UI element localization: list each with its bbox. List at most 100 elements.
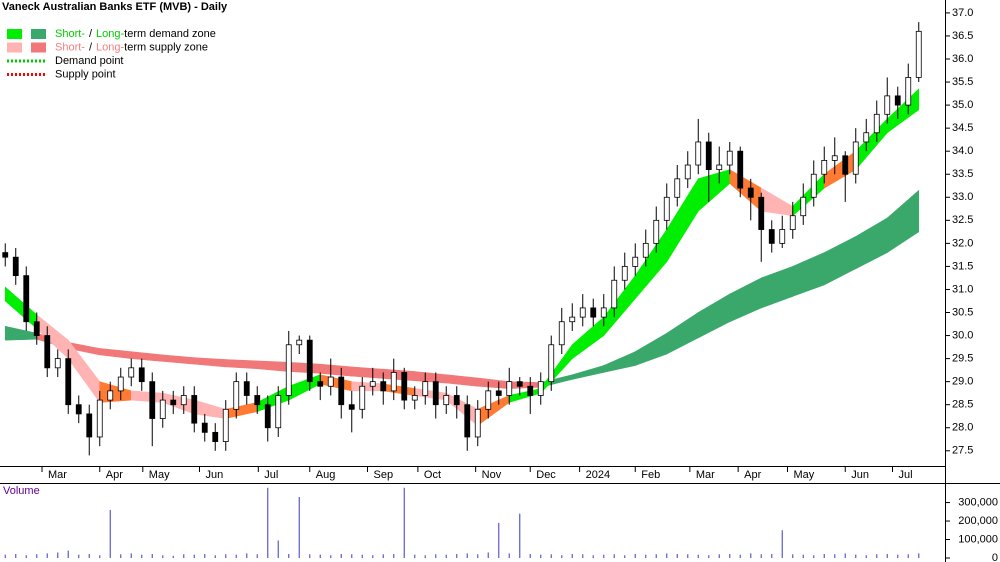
candle-body [495, 390, 502, 396]
candle-body [579, 307, 586, 318]
x-tick-label: Jul [899, 469, 913, 481]
candle-body [23, 275, 30, 323]
volume-title: Volume [3, 485, 40, 497]
chart-title: Vaneck Australian Banks ETF (MVB) - Dail… [2, 1, 228, 13]
y-tick-label: 27.5 [952, 445, 973, 457]
candle-body [548, 344, 555, 383]
y-tick-label: 34.0 [952, 145, 973, 157]
legend-text: Long- [96, 28, 124, 40]
legend: Short- / Long-term demand zone Short- / Long-… [7, 28, 216, 80]
candle-body [527, 385, 534, 396]
y-tick-label: 36.0 [952, 53, 973, 65]
legend-text: / [89, 41, 93, 53]
candle-body [117, 376, 124, 392]
x-tick-label: Mar [48, 469, 67, 481]
candle-body [621, 266, 628, 281]
legend-swatch [7, 29, 22, 39]
candle-body [359, 385, 366, 410]
volume-tick-label: 100,000 [958, 533, 998, 545]
candle-body [632, 256, 639, 267]
candle-body [569, 316, 576, 323]
y-tick-label: 31.5 [952, 260, 973, 272]
candle-body [600, 307, 607, 318]
candle-body [590, 307, 597, 318]
volume-bars [4, 487, 920, 558]
candle-body [2, 252, 9, 258]
candle-body [453, 395, 460, 406]
candle-body [474, 408, 481, 438]
candle-body [338, 376, 345, 406]
candle-body [831, 155, 838, 161]
legend-label: Supply point [55, 68, 116, 80]
candle-body [411, 395, 418, 401]
y-tick-label: 36.5 [952, 30, 973, 42]
y-tick-label: 32.0 [952, 237, 973, 249]
legend-swatch [31, 42, 46, 53]
x-tick-label: Jun [851, 469, 869, 481]
legend-label: Demand point [55, 55, 124, 67]
candle-body [758, 196, 765, 230]
candle-body [443, 395, 450, 406]
x-tick-label: Jul [264, 469, 278, 481]
candle-body [915, 30, 922, 78]
y-tick-label: 29.0 [952, 376, 973, 388]
candle-body [894, 95, 901, 106]
x-tick-label: Jun [206, 469, 224, 481]
legend-text: term supply zone [124, 41, 208, 53]
candle-body [905, 77, 912, 106]
volume-tick-label: 300,000 [958, 496, 998, 508]
y-tick-label: 30.0 [952, 329, 973, 341]
candle-body [149, 381, 156, 419]
candles [2, 22, 922, 456]
candle-body [663, 196, 670, 221]
candle-body [201, 422, 208, 433]
candle-body [558, 321, 565, 346]
candle-body [821, 160, 828, 175]
candle-body [506, 381, 513, 396]
zone-segment [351, 366, 384, 379]
candle-body [96, 399, 103, 438]
x-tick-label: Oct [424, 469, 441, 481]
legend-text: term demand zone [124, 28, 216, 40]
candle-body [107, 390, 114, 401]
candle-body [884, 95, 891, 115]
zone-segment [508, 381, 542, 389]
candle-body [705, 141, 712, 171]
candle-body [75, 404, 82, 415]
candle-body [737, 150, 744, 189]
legend-text: Short- [55, 41, 85, 53]
candle-body [233, 381, 240, 410]
candle-body [54, 358, 61, 369]
candle-body [642, 242, 649, 258]
y-tick-label: 28.0 [952, 422, 973, 434]
x-tick-label: Apr [106, 469, 123, 481]
x-tick-label: Sep [374, 469, 394, 481]
x-tick-label: Dec [536, 469, 556, 481]
candle-body [170, 399, 177, 406]
candle-body [422, 381, 429, 396]
candle-body [191, 395, 198, 424]
y-tick-label: 33.5 [952, 168, 973, 180]
candle-body [747, 187, 754, 198]
candle-body [180, 395, 187, 406]
x-tick-label: Apr [744, 469, 761, 481]
candle-body [726, 150, 733, 166]
legend-label: Short- / Long-term supply zone [55, 41, 208, 53]
candle-body [369, 381, 376, 387]
y-tick-label: 28.5 [952, 399, 973, 411]
candle-body [674, 178, 681, 198]
candle-body [516, 381, 523, 387]
candle-body [306, 339, 313, 383]
candle-body [464, 404, 471, 438]
legend-text: Short- [55, 28, 85, 40]
candle-body [684, 164, 691, 180]
candle-body [65, 358, 72, 406]
volume-tick-label: 0 [992, 552, 998, 562]
zone-segment [288, 361, 321, 374]
volume-tick-label: 200,000 [958, 515, 998, 527]
candle-body [327, 376, 334, 387]
y-tick-label: 37.0 [952, 7, 973, 19]
x-tick-label: May [794, 469, 815, 481]
candle-body [716, 164, 723, 171]
